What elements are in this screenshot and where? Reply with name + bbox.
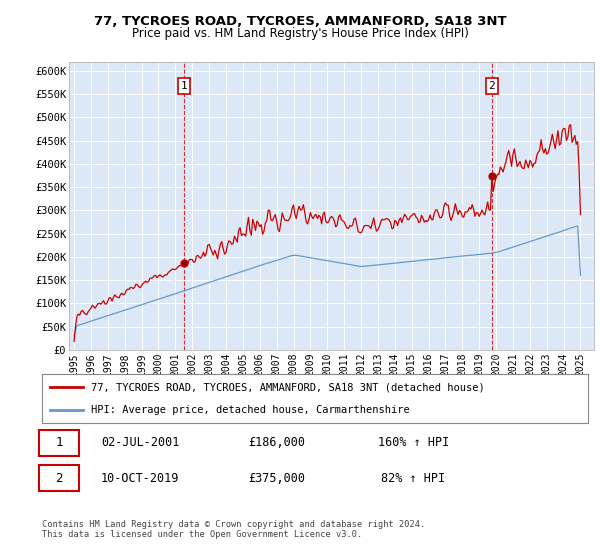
Text: £186,000: £186,000	[248, 436, 305, 450]
Text: 77, TYCROES ROAD, TYCROES, AMMANFORD, SA18 3NT: 77, TYCROES ROAD, TYCROES, AMMANFORD, SA…	[94, 15, 506, 28]
Text: 1: 1	[181, 81, 187, 91]
Text: Contains HM Land Registry data © Crown copyright and database right 2024.
This d: Contains HM Land Registry data © Crown c…	[42, 520, 425, 539]
Text: 2: 2	[55, 472, 62, 485]
Text: HPI: Average price, detached house, Carmarthenshire: HPI: Average price, detached house, Carm…	[91, 405, 410, 416]
Text: £375,000: £375,000	[248, 472, 305, 485]
Text: 160% ↑ HPI: 160% ↑ HPI	[377, 436, 449, 450]
Text: 02-JUL-2001: 02-JUL-2001	[101, 436, 179, 450]
Text: 1: 1	[55, 436, 62, 450]
Text: 2: 2	[488, 81, 495, 91]
Text: 77, TYCROES ROAD, TYCROES, AMMANFORD, SA18 3NT (detached house): 77, TYCROES ROAD, TYCROES, AMMANFORD, SA…	[91, 382, 485, 393]
Text: 82% ↑ HPI: 82% ↑ HPI	[381, 472, 445, 485]
Text: 10-OCT-2019: 10-OCT-2019	[101, 472, 179, 485]
FancyBboxPatch shape	[39, 430, 79, 456]
Text: Price paid vs. HM Land Registry's House Price Index (HPI): Price paid vs. HM Land Registry's House …	[131, 27, 469, 40]
FancyBboxPatch shape	[39, 465, 79, 491]
